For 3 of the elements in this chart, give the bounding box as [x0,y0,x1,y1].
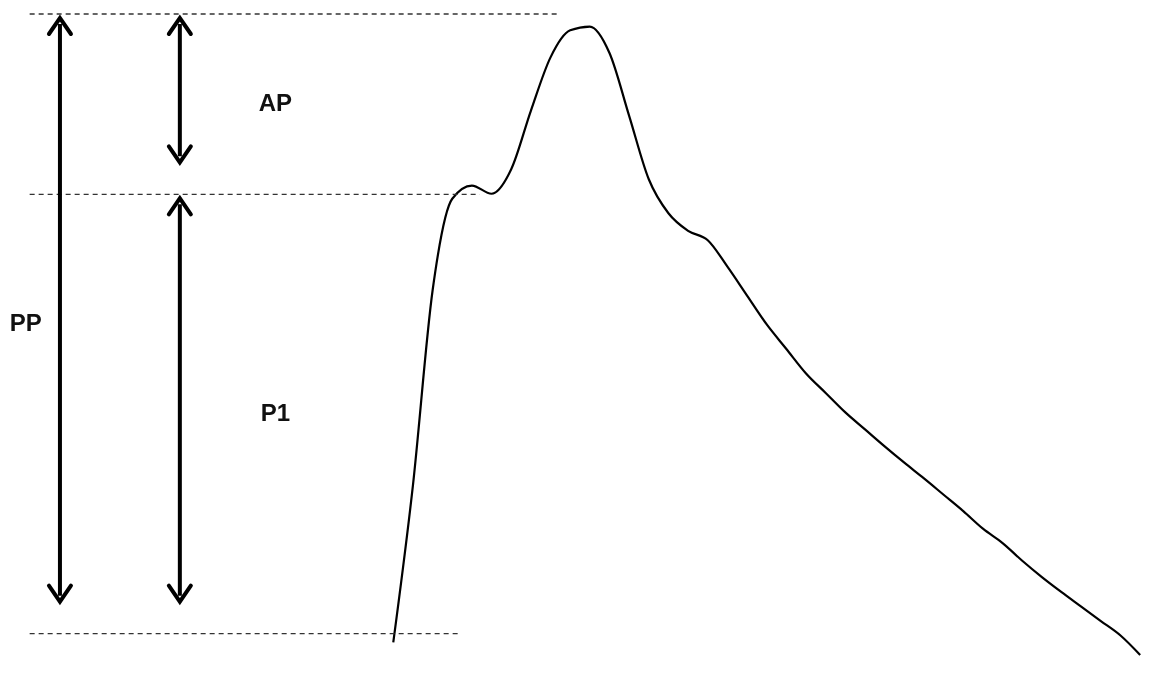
text: AP [258,89,293,117]
text: PP [9,308,42,336]
text: P1 [260,399,291,426]
